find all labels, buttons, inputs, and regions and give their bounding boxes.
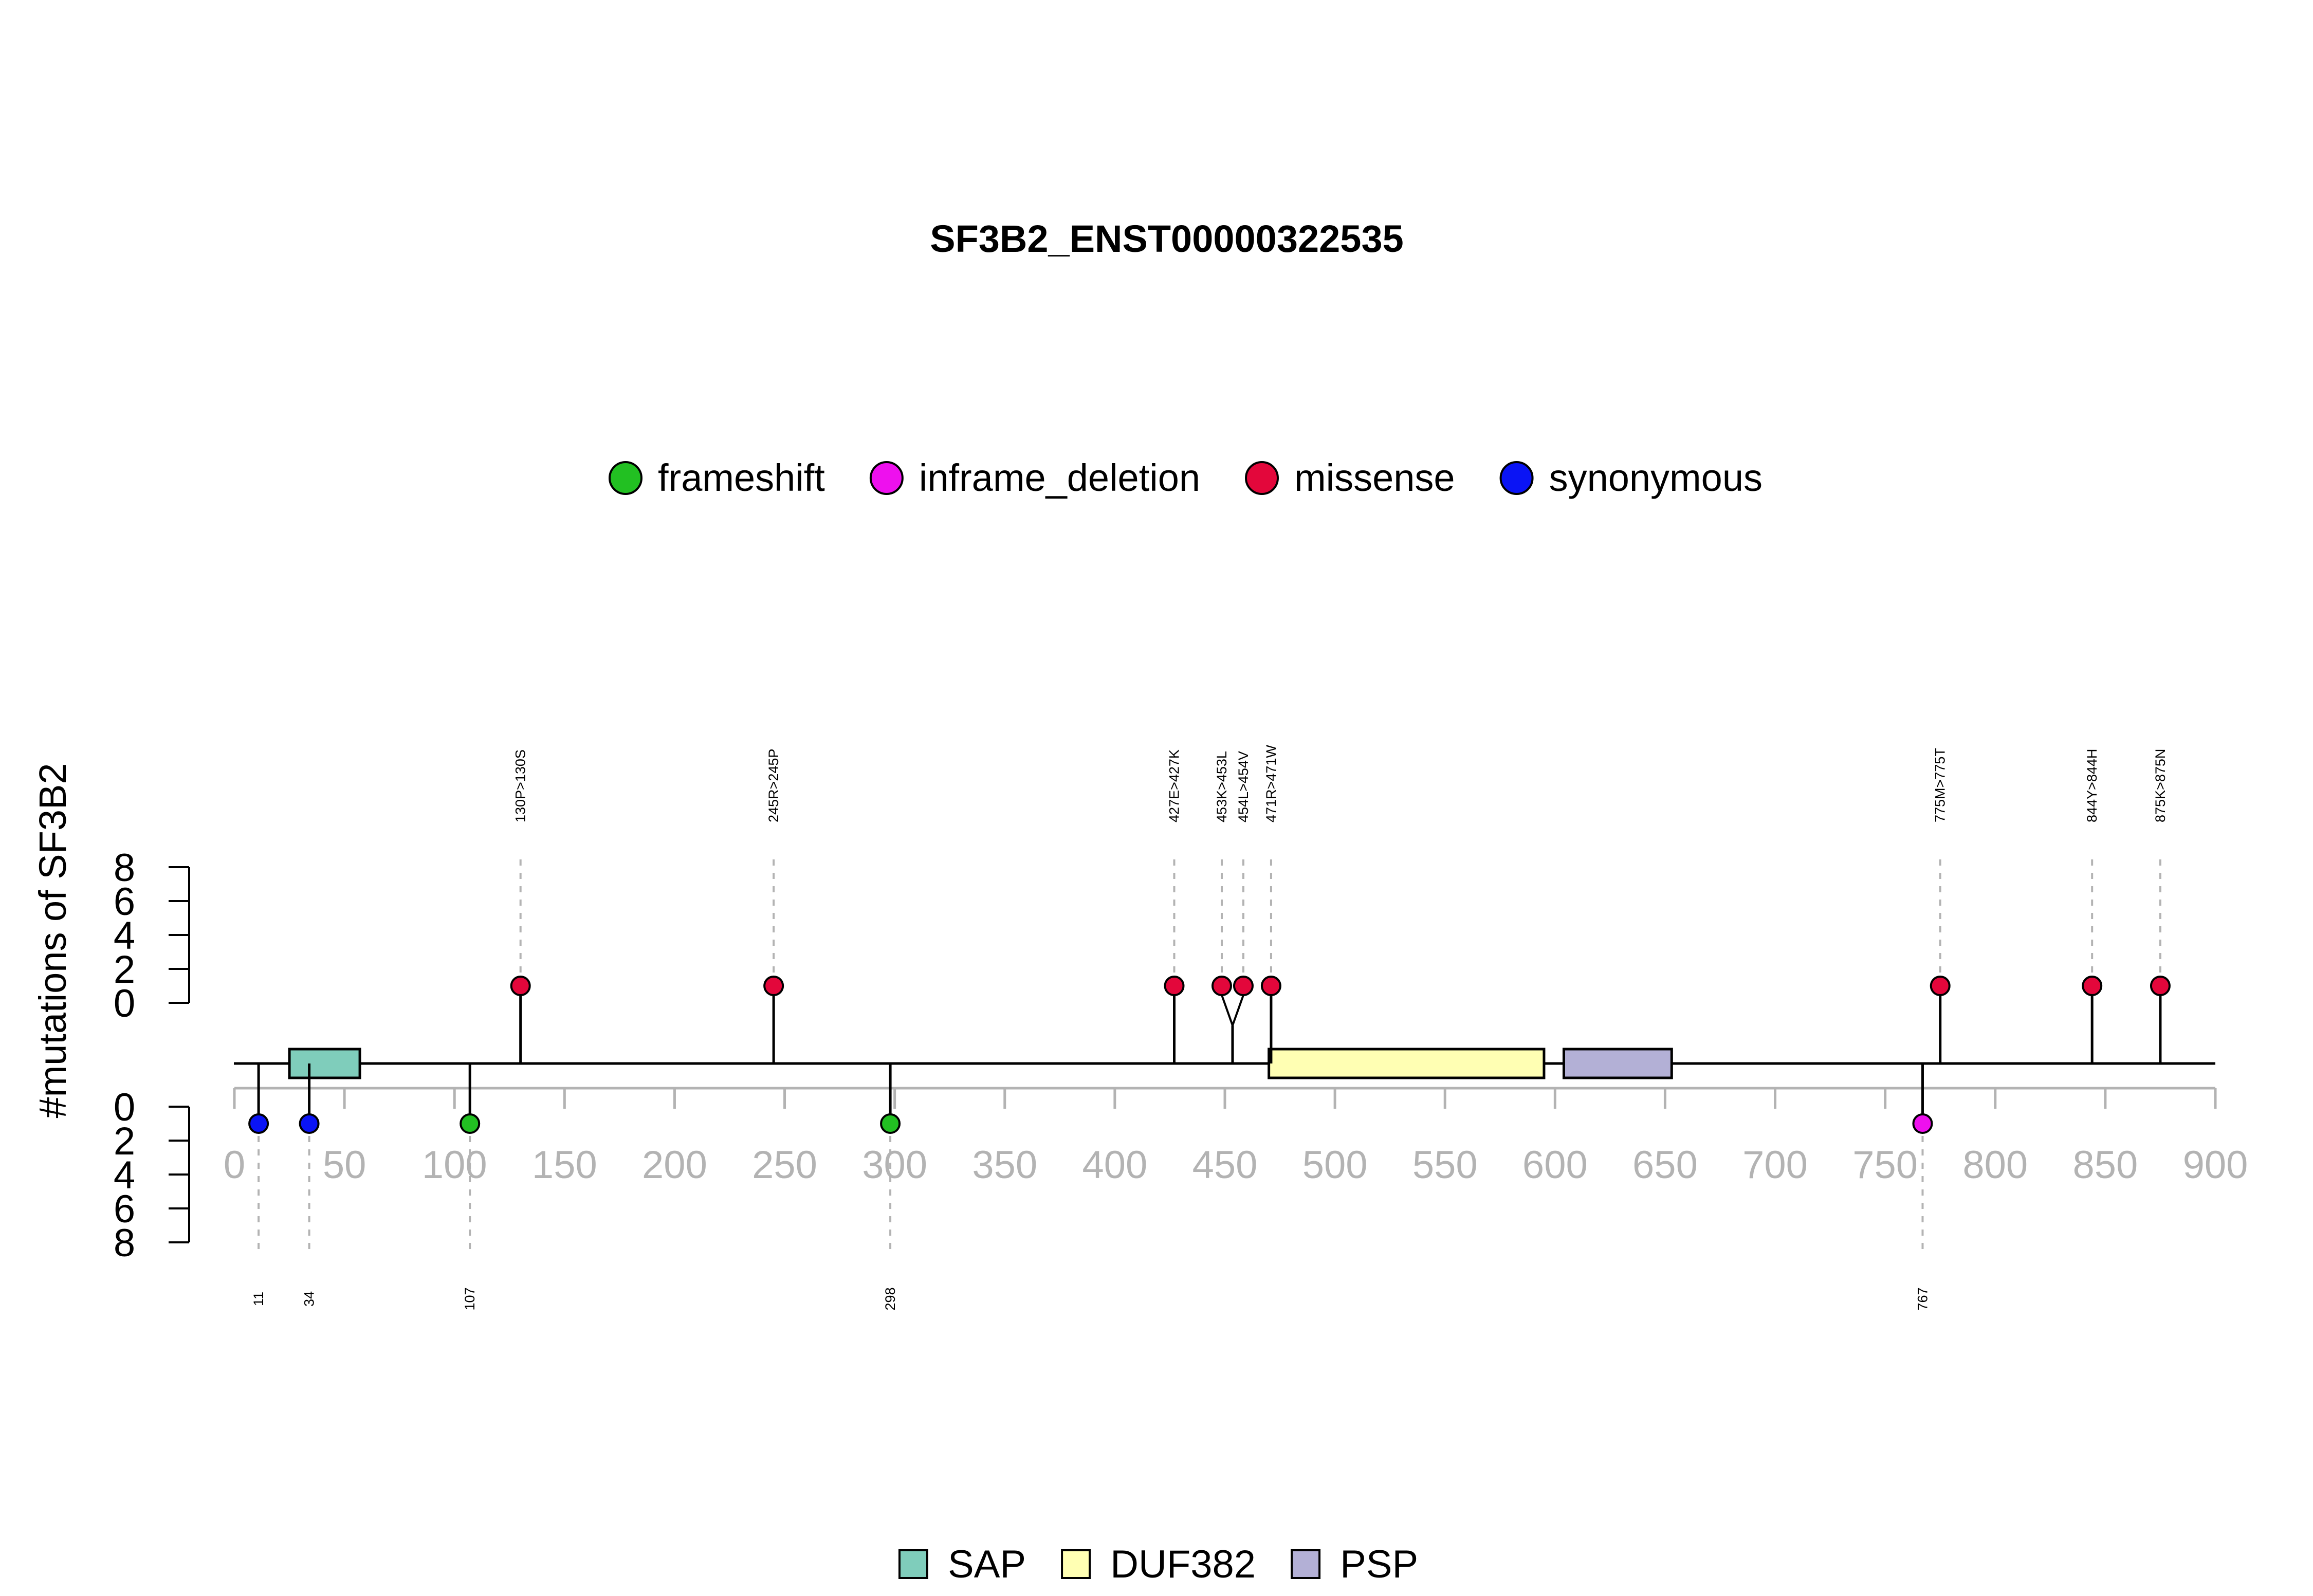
x-tick-label-100: 100 [422,1143,487,1187]
lollipop-head-245R-to-245P [763,976,784,996]
domain-duf382 [1268,1048,1546,1079]
legend-label-sap: SAP [948,1543,1026,1586]
domain-sap [288,1048,361,1079]
position-label-298: 298 [883,1287,898,1310]
x-tick-label-750: 750 [1852,1143,1918,1187]
mutation-label-130P-to-130S: 130P>130S [513,749,528,822]
mutations-bottom: 11 34 107 298 767 [248,1063,1933,1311]
y-tick-label-top-8: 8 [114,846,135,890]
mutation-label-775M-to-775T: 775M>775T [1933,748,1948,822]
x-tick-label-800: 800 [1962,1143,2028,1187]
y-tick-label-bottom-4: 4 [114,1153,135,1197]
x-tick-label-0: 0 [224,1143,245,1187]
position-label-11: 11 [251,1292,266,1306]
domain-boxes [288,1048,1673,1079]
mutations-top: 130P>130S 245R>245P 427E>427K 453K>453L 454L… [510,745,2171,1063]
lollipop-head-767 [1912,1113,1933,1134]
mutation-label-844Y-to-844H: 844Y>844H [2084,749,2100,822]
y-axis-label: #mutations of SF3B2 [31,763,74,1118]
mutation-label-427E-to-427K: 427E>427K [1167,749,1182,822]
mutation-label-471R-to-471W: 471R>471W [1263,745,1279,822]
lollipop-head-875K-to-875N [2150,976,2171,996]
domain-psp [1562,1048,1673,1079]
lollipop-head-427E-to-427K [1164,976,1185,996]
y-tick-label-top-4: 4 [114,914,135,958]
legend-swatch-synonymous [1499,461,1534,495]
y-tick-label-top-6: 6 [114,880,135,924]
mutation-label-245R-to-245P: 245R>245P [766,749,781,822]
x-tick-label-900: 900 [2183,1143,2248,1187]
legend-swatch-missense [1245,461,1279,495]
stem-branch-453K-to-453L [1221,995,1234,1026]
lollipop-head-130P-to-130S [510,976,531,996]
legend-swatch-inframe-deletion [869,461,904,495]
legend-label-psp: PSP [1340,1543,1418,1586]
lollipop-head-107 [460,1113,481,1134]
legend-label-frameshift: frameshift [658,456,825,499]
mutation-label-454L-to-454V: 454L>454V [1236,751,1251,822]
legend-swatch-sap [898,1549,928,1579]
position-label-767: 767 [1915,1287,1930,1310]
x-tick-label-600: 600 [1522,1143,1588,1187]
position-label-107: 107 [462,1287,478,1310]
x-tick-label-550: 550 [1412,1143,1478,1187]
mutation-label-453K-to-453L: 453K>453L [1214,751,1229,822]
x-tick-label-150: 150 [532,1143,597,1187]
legend-swatch-psp [1291,1549,1321,1579]
x-tick-label-450: 450 [1192,1143,1258,1187]
lollipop-head-298 [880,1113,901,1134]
x-tick-label-200: 200 [642,1143,707,1187]
mutation-type-legend: frameshift inframe_deletion missense synony… [609,456,1763,499]
lollipop-head-11 [248,1113,269,1134]
x-tick-label-500: 500 [1302,1143,1368,1187]
x-tick-label-850: 850 [2072,1143,2138,1187]
x-tick-label-400: 400 [1082,1143,1147,1187]
legend-label-duf382: DUF382 [1110,1543,1256,1586]
legend-swatch-duf382 [1061,1549,1091,1579]
stem-branch-454L-to-454V [1232,995,1244,1026]
x-tick-label-650: 650 [1632,1143,1698,1187]
lollipop-head-453K-to-453L [1211,976,1232,996]
chart-title: SF3B2_ENST00000322535 [930,217,1404,260]
x-tick-label-300: 300 [862,1143,927,1187]
lollipop-head-844Y-to-844H [2082,976,2103,996]
domain-legend: SAP DUF382 PSP [898,1543,1418,1586]
y-tick-label-top-2: 2 [114,948,135,992]
x-tick-label-250: 250 [752,1143,817,1187]
lollipop-head-775M-to-775T [1930,976,1951,996]
y-tick-label-top-0: 0 [114,982,135,1025]
position-label-34: 34 [302,1291,317,1307]
y-tick-label-bottom-0: 0 [114,1086,135,1129]
legend-swatch-frameshift [609,461,642,495]
y-tick-label-bottom-2: 2 [114,1120,135,1163]
x-tick-label-50: 50 [323,1143,366,1187]
y-tick-label-bottom-6: 6 [114,1187,135,1231]
y-tick-label-bottom-8: 8 [114,1221,135,1265]
mutation-label-875K-to-875N: 875K>875N [2153,749,2168,822]
x-tick-label-700: 700 [1742,1143,1808,1187]
legend-label-synonymous: synonymous [1549,456,1763,499]
legend-label-missense: missense [1294,456,1455,499]
x-tick-label-350: 350 [972,1143,1037,1187]
lollipop-head-34 [299,1113,320,1134]
lollipop-head-454L-to-454V [1233,976,1254,996]
lollipop-head-471R-to-471W [1260,976,1281,996]
x-axis: 0 50 100 150 200 250 300 350 400 450 500 550 600 650 7… [224,1087,2248,1187]
legend-label-inframe-deletion: inframe_deletion [919,456,1200,499]
